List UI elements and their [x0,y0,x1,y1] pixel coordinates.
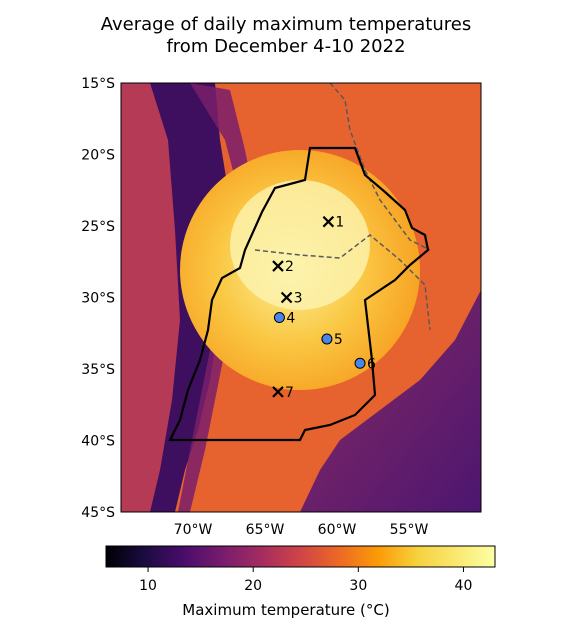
station-label: 3 [294,291,303,307]
chart-title-line1: Average of daily maximum temperatures [100,14,472,35]
colorbar-tick-label: 30 [349,578,367,594]
colorbar-ticks: 10 20 30 40 [139,567,472,594]
map-frame [120,82,482,513]
border-line [329,83,431,251]
temperature-field [121,83,481,512]
colorbar-tick-label: 10 [139,578,157,594]
lat-tick-label: 35°S [81,362,115,378]
longitude-axis: 70°W 65°W 60°W 55°W [174,522,429,538]
station-circle-marker [354,357,366,369]
colorbar-tick-label: 40 [455,578,473,594]
station-x-marker [272,386,284,398]
station-label: 1 [335,215,344,231]
lon-tick-label: 60°W [318,522,357,538]
chart-title-line2: from December 4-10 2022 [166,36,406,57]
station-label: 5 [334,332,343,348]
lat-tick-label: 30°S [81,291,115,307]
station-label: 7 [285,385,294,401]
station-x-marker [280,291,293,304]
region-outline [168,146,430,442]
station-label: 2 [285,259,294,275]
colorbar [105,545,496,568]
lon-tick-label: 65°W [246,522,285,538]
station-label: 4 [286,311,295,327]
station-x-marker [272,260,284,272]
station-x-marker [322,215,335,228]
lat-tick-label: 45°S [81,505,115,521]
lon-tick-label: 55°W [390,522,429,538]
colorbar-label: Maximum temperature (°C) [182,601,390,619]
latitude-axis: 15°S 20°S 25°S 30°S 35°S 40°S 45°S [81,76,115,521]
station-label: 6 [367,356,376,372]
colorbar-tick-label: 20 [244,578,262,594]
lat-tick-label: 25°S [81,219,115,235]
border-line [254,234,431,331]
station-circle-marker [273,312,285,324]
lat-tick-label: 20°S [81,148,115,164]
lon-tick-label: 70°W [174,522,213,538]
lat-tick-label: 15°S [81,76,115,92]
station-circle-marker [321,333,333,345]
lat-tick-label: 40°S [81,434,115,450]
